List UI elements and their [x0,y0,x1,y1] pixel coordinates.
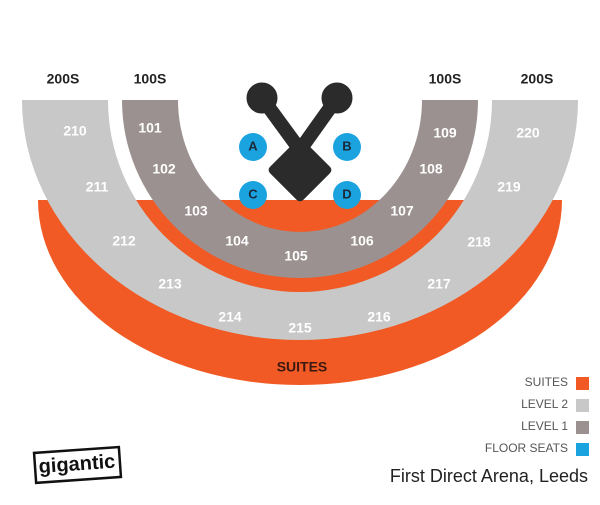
level2-section: 210 [63,123,87,139]
level1-section: 105 [284,248,308,264]
level1-section: 109 [433,125,457,141]
logo-text: gigantic [38,451,116,478]
venue-name: First Direct Arena, Leeds [390,466,588,486]
level1-area [122,100,478,278]
legend-swatch [576,443,589,456]
floor-seat-label: D [342,186,351,201]
level2-section: 219 [497,179,521,195]
level2-section: 213 [158,276,182,292]
level2-section: 217 [427,276,451,292]
floor-seat-marker [333,181,361,209]
level2-section: 214 [218,309,242,325]
legend-label: SUITES [525,375,568,389]
level1-section: 102 [152,161,176,177]
level2-section: 212 [112,233,136,249]
floor-seat-label: C [248,186,258,201]
section-header: 200S [47,71,80,87]
legend-label: LEVEL 1 [521,419,568,433]
section-header: 100S [429,71,462,87]
level1-section: 101 [138,120,162,136]
legend-swatch [576,399,589,412]
floor-seat-marker [333,133,361,161]
level2-section: 218 [467,234,491,250]
legend-label: FLOOR SEATS [485,441,568,455]
legend-swatch [576,377,589,390]
level1-section: 106 [350,233,374,249]
logo: gigantic [32,445,123,485]
legend-swatch [576,421,589,434]
section-header: 100S [134,71,167,87]
level2-section: 215 [288,320,312,336]
floor-seat-label: A [248,138,258,153]
section-labels: 200S 100S 100S 200S 101 102 103 104 105 106 107 108… [47,71,554,336]
floor-seat-label: B [342,138,351,153]
level2-section: 220 [516,125,540,141]
stage [246,82,353,202]
level1-section: 104 [225,233,249,249]
legend-label: LEVEL 2 [521,397,568,411]
floor-seat-marker [239,133,267,161]
floor-seat-marker [239,181,267,209]
floor-seats: A B C D [239,133,361,209]
level1-section: 108 [419,161,443,177]
level1-section: 103 [184,203,208,219]
suites-label: SUITES [277,359,328,375]
section-header: 200S [521,71,554,87]
level2-area [22,100,578,340]
level2-section: 216 [367,309,391,325]
level2-section: 211 [86,179,109,195]
level1-section: 107 [390,203,414,219]
